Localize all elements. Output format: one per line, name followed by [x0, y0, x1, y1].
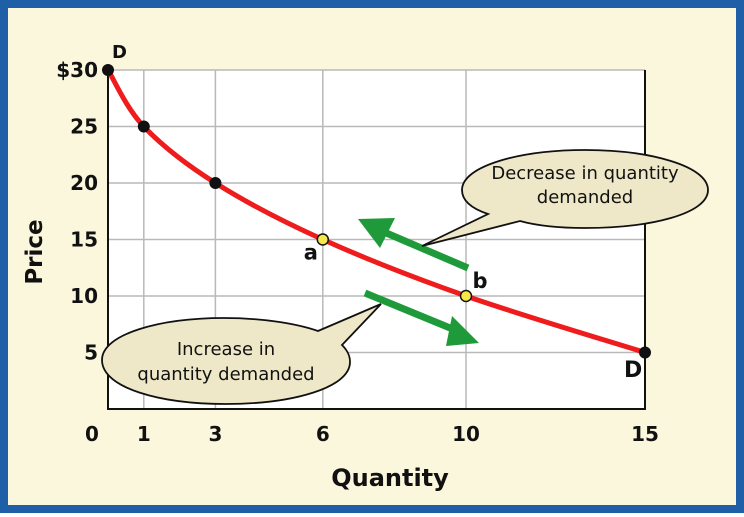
increase-arrow	[363, 289, 479, 346]
x-tick-label: 3	[208, 422, 222, 446]
increase-annotation-line-2: quantity demanded	[137, 364, 314, 385]
data-point	[102, 64, 114, 76]
curve-label-start: D	[112, 42, 127, 63]
data-points: ab	[102, 64, 651, 359]
decrease-annotation-line-2: demanded	[537, 187, 633, 208]
highlight-point	[316, 233, 330, 246]
x-tick-label: 15	[631, 422, 659, 446]
y-tick-label: 5	[84, 341, 98, 365]
data-point	[209, 177, 222, 189]
x-axis-label: Quantity	[331, 464, 449, 492]
y-axis-label: Price	[22, 219, 48, 284]
x-tick-label: 6	[316, 422, 330, 446]
plot-border	[107, 70, 646, 410]
y-tick-label: 15	[70, 228, 98, 252]
data-point	[137, 120, 150, 133]
curve-label-end: D	[624, 358, 642, 383]
decrease-arrow	[358, 218, 470, 272]
increase-annotation-line-1: Increase in	[177, 339, 275, 360]
data-point	[639, 346, 651, 359]
y-tick-label: $30	[56, 58, 98, 82]
x-tick-label: 10	[452, 422, 480, 446]
decrease-annotation-line-1: Decrease in quantity	[491, 163, 679, 184]
decrease-annotation: Decrease in quantity demanded	[421, 149, 709, 247]
x-tick-label: 1	[137, 422, 151, 446]
highlight-point	[459, 289, 473, 303]
y-tick-labels: 5 10 15 20 25 $30	[56, 58, 98, 365]
point-label: a	[304, 241, 318, 265]
y-tick-label: 25	[70, 115, 98, 139]
x-tick-labels: 0 1 3 6 10 15	[85, 422, 659, 446]
y-tick-label: 20	[70, 171, 98, 195]
y-tick-label: 10	[70, 284, 98, 308]
increase-annotation: Increase in quantity demanded	[101, 303, 382, 405]
x-tick-label: 0	[85, 422, 99, 446]
point-label: b	[472, 269, 487, 293]
